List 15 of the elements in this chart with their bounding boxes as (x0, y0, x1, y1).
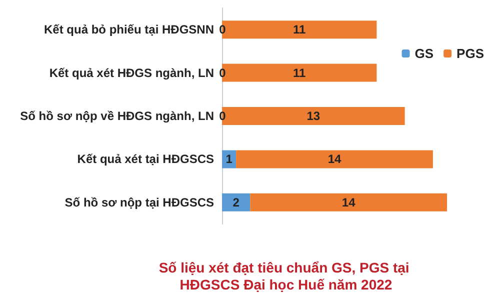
y-tick-label: Số hồ sơ nộp tại HĐGSCS (64, 195, 214, 210)
legend-label: GS (414, 46, 434, 61)
y-tick-label: Số hồ sơ nộp về HĐGS ngành, LN (20, 109, 214, 123)
data-label: 11 (293, 22, 306, 37)
data-label: 11 (293, 66, 306, 80)
y-tick-label: Kết quả xét tại HĐGSCS (77, 152, 214, 166)
text: Số liệu xét đạt tiêu chuẩn GS, PGS tại HĐGSCS Đại học Huế năm 2022 (158, 260, 414, 292)
legend-label: PGS (456, 46, 484, 61)
y-tick-label: Kết quả xét HĐGS ngành, LN (49, 66, 214, 80)
data-label: 14 (342, 195, 356, 210)
y-tick-label: Kết quả bỏ phiếu tại HĐGSNN (44, 22, 214, 37)
data-label: 2 (232, 195, 240, 210)
data-label: 14 (328, 152, 342, 166)
data-label: 13 (306, 109, 320, 123)
data-label: 1 (226, 152, 233, 166)
